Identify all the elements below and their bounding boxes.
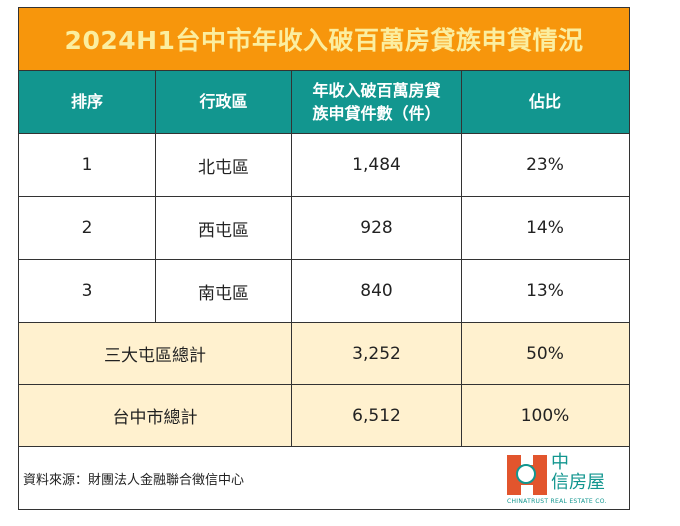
footer-row: 資料來源：財團法人金融聯合徵信中心 中 信房屋 CHINATRUST REAL … (19, 447, 629, 509)
district-cell: 北屯區 (156, 134, 292, 196)
total-share: 50% (526, 343, 564, 364)
total-row-three-districts: 三大屯區總計 3,252 50% (19, 323, 629, 385)
loan-table: 2024H1台中市年收入破百萬房貸族申貸情況 排序 行政區 年收入破百萬房貸 族… (18, 7, 630, 510)
header-count: 年收入破百萬房貸 族申貸件數（件） (292, 71, 462, 133)
logo-english: CHINATRUST REAL ESTATE CO. (507, 498, 607, 505)
total-count: 6,512 (292, 385, 462, 446)
logo-text-line2: 信房屋 (551, 472, 605, 493)
chinatrust-logo: 中 信房屋 CHINATRUST REAL ESTATE CO. (507, 453, 623, 505)
source-note: 資料來源：財團法人金融聯合徵信中心 (23, 473, 245, 488)
rank-cell: 3 (19, 260, 156, 322)
header-share: 佔比 (528, 92, 561, 112)
header-district: 行政區 (156, 71, 292, 133)
table-row: 2 西屯區 928 14% (19, 197, 629, 260)
total-share: 100% (520, 405, 570, 426)
count-cell: 840 (292, 260, 462, 322)
total-count: 3,252 (292, 323, 462, 384)
globe-icon (516, 464, 536, 484)
total-label: 台中市總計 (19, 385, 292, 446)
rank-cell: 1 (19, 134, 156, 196)
table-row: 1 北屯區 1,484 23% (19, 134, 629, 197)
district-cell: 西屯區 (156, 197, 292, 259)
table-row: 3 南屯區 840 13% (19, 260, 629, 323)
logo-mark-icon (507, 455, 547, 495)
logo-text-line1: 中 (551, 452, 569, 473)
district-cell: 南屯區 (156, 260, 292, 322)
header-rank: 排序 (19, 71, 156, 133)
share-cell: 23% (526, 155, 564, 175)
total-row-city: 台中市總計 6,512 100% (19, 385, 629, 447)
count-cell: 928 (292, 197, 462, 259)
share-cell: 14% (526, 218, 564, 238)
table-title: 2024H1台中市年收入破百萬房貸族申貸情況 (19, 8, 629, 71)
total-label: 三大屯區總計 (19, 323, 292, 384)
rank-cell: 2 (19, 197, 156, 259)
header-count-line2: 族申貸件數（件） (312, 104, 441, 123)
header-count-line1: 年收入破百萬房貸 (312, 80, 441, 100)
share-cell: 13% (526, 281, 564, 301)
count-cell: 1,484 (292, 134, 462, 196)
header-row: 排序 行政區 年收入破百萬房貸 族申貸件數（件） 佔比 (19, 71, 629, 134)
